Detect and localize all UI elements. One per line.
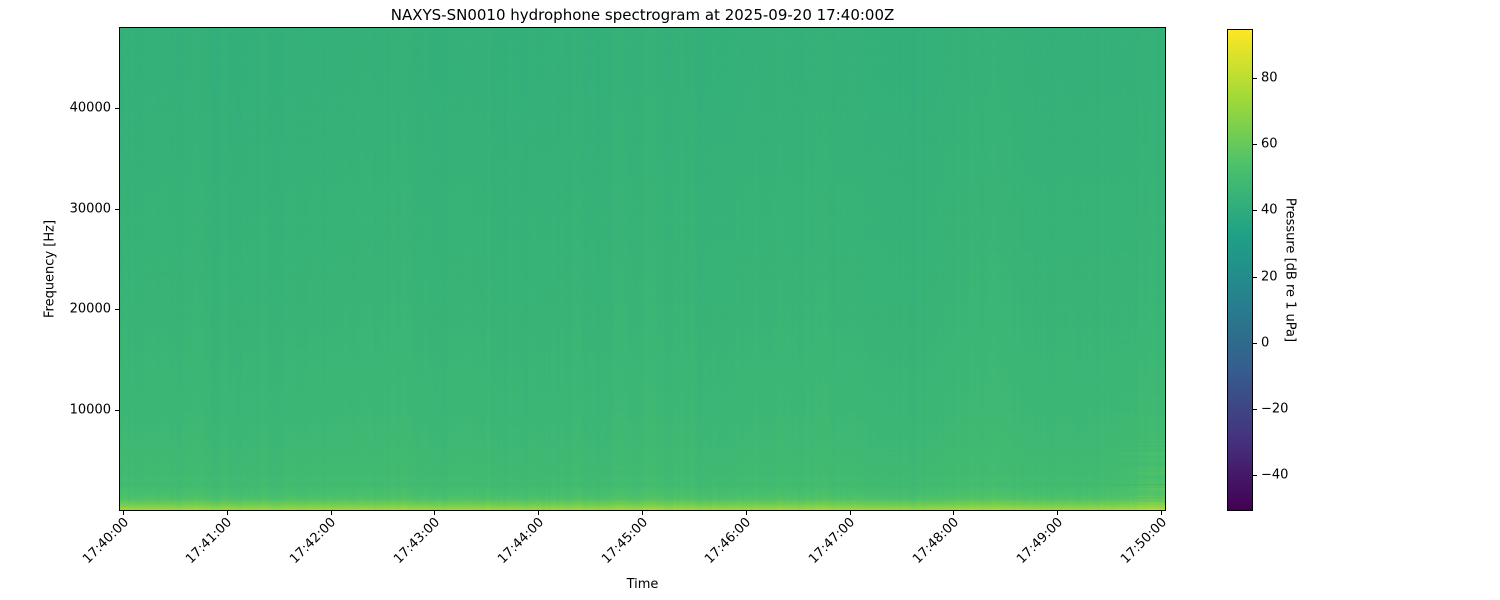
- spectrogram-canvas: [120, 28, 1165, 510]
- x-tick-label: 17:40:00: [79, 515, 132, 567]
- colorbar-tick-mark: [1253, 409, 1257, 410]
- x-tick-label: 17:48:00: [910, 515, 963, 567]
- x-tick-label: 17:44:00: [494, 515, 547, 567]
- x-tick-mark: [226, 511, 228, 515]
- x-tick-label: 17:49:00: [1013, 515, 1066, 567]
- colorbar-tick-mark: [1253, 210, 1257, 212]
- x-tick-mark: [330, 511, 332, 515]
- y-tick-label: 20000: [69, 301, 111, 317]
- colorbar-tick-mark: [1253, 342, 1257, 344]
- y-tick-mark: [115, 208, 119, 210]
- x-tick-mark: [642, 511, 643, 515]
- colorbar-tick-mark: [1253, 276, 1257, 278]
- colorbar-tick-label: −40: [1261, 467, 1289, 483]
- x-tick-label: 17:43:00: [391, 515, 444, 567]
- y-tick-label: 10000: [69, 402, 111, 418]
- x-axis-label: Time: [626, 577, 659, 592]
- colorbar: [1227, 29, 1253, 511]
- x-tick-label: 17:47:00: [806, 515, 859, 567]
- y-tick-mark: [115, 409, 119, 411]
- colorbar-tick-mark: [1253, 475, 1257, 477]
- plot-title: NAXYS-SN0010 hydrophone spectrogram at 2…: [390, 6, 895, 24]
- x-tick-mark: [122, 511, 124, 515]
- colorbar-tick-mark: [1253, 78, 1257, 79]
- colorbar-tick-label: 60: [1261, 136, 1278, 152]
- colorbar-tick-label: −20: [1261, 401, 1289, 417]
- x-tick-mark: [953, 511, 955, 515]
- y-tick-label: 30000: [69, 201, 111, 217]
- colorbar-tick-label: 20: [1261, 269, 1278, 285]
- x-tick-mark: [1161, 511, 1162, 515]
- colorbar-label: Pressure [dB re 1 uPa]: [1282, 197, 1298, 343]
- colorbar-tick-label: 0: [1261, 335, 1270, 351]
- colorbar-canvas: [1228, 30, 1252, 510]
- y-tick-mark: [115, 108, 119, 110]
- colorbar-tick-mark: [1253, 144, 1257, 146]
- colorbar-tick-label: 80: [1261, 70, 1278, 86]
- y-tick-mark: [115, 309, 119, 311]
- colorbar-tick-label: 40: [1261, 202, 1278, 218]
- plot-area: [119, 27, 1166, 511]
- x-tick-label: 17:50:00: [1117, 515, 1170, 567]
- x-tick-mark: [538, 511, 540, 515]
- x-tick-mark: [434, 511, 436, 515]
- x-tick-mark: [849, 511, 851, 515]
- x-tick-label: 17:45:00: [598, 515, 651, 567]
- x-tick-mark: [1057, 511, 1059, 515]
- x-tick-label: 17:42:00: [287, 515, 340, 567]
- x-tick-mark: [745, 511, 747, 515]
- x-tick-label: 17:41:00: [183, 515, 236, 567]
- y-tick-label: 40000: [69, 100, 111, 116]
- x-tick-label: 17:46:00: [702, 515, 755, 567]
